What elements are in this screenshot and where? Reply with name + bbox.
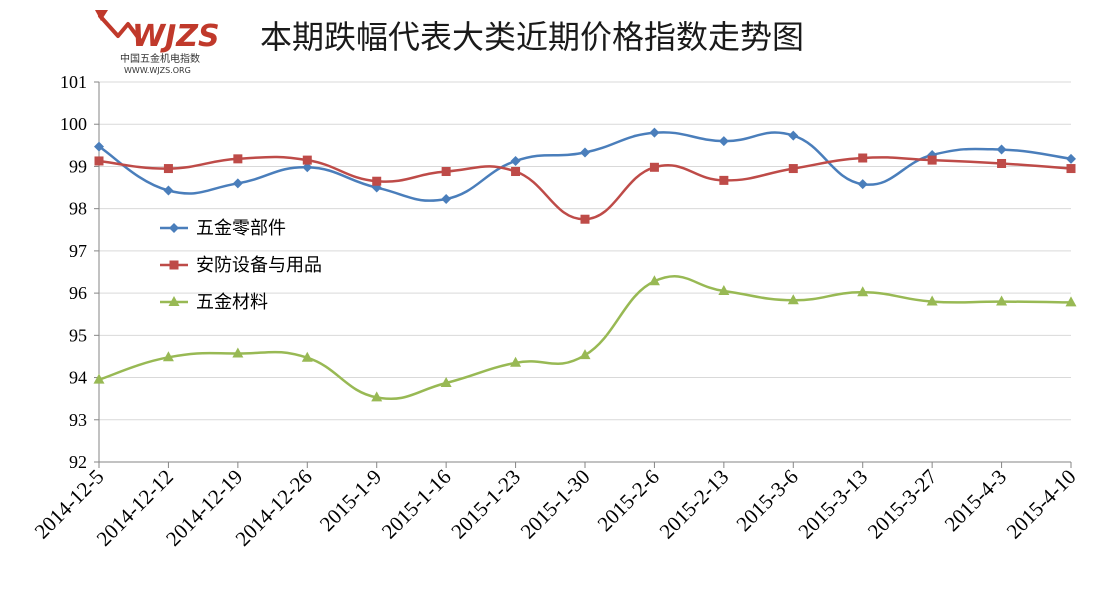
logo-brand: WJZS — [132, 19, 220, 54]
series — [93, 127, 1077, 402]
legend-label: 五金材料 — [196, 292, 268, 313]
data-point — [1066, 153, 1076, 164]
logo-arrow-icon — [95, 10, 142, 42]
data-point — [372, 176, 382, 186]
data-point — [510, 155, 521, 166]
data-point — [579, 349, 591, 360]
chart-title: 本期跌幅代表大类近期价格指数走势图 — [260, 18, 804, 56]
grid-lines — [99, 81, 1071, 421]
series-3 — [93, 275, 1077, 402]
data-point — [718, 285, 730, 295]
x-tick-labels: 2014-12-52014-12-122014-12-192014-12-262… — [30, 465, 1081, 551]
data-point — [301, 351, 313, 362]
legend-marker — [168, 296, 180, 306]
data-point — [441, 193, 452, 204]
data-point — [858, 153, 868, 163]
y-tick-label: 94 — [69, 368, 87, 388]
legend-item: 安防设备与用品 — [160, 255, 322, 276]
data-point — [1066, 164, 1076, 174]
data-point — [511, 167, 521, 177]
data-point — [232, 178, 243, 189]
y-tick-label: 99 — [69, 156, 87, 176]
data-point — [162, 351, 174, 362]
series-2 — [94, 153, 1076, 224]
data-point — [857, 286, 869, 297]
data-point — [441, 167, 451, 177]
data-point — [788, 164, 798, 174]
x-tick-label: 2015-3-13 — [793, 465, 872, 544]
y-tick-label: 96 — [69, 283, 87, 303]
x-tick-label: 2015-1-23 — [446, 465, 525, 544]
data-point — [926, 295, 938, 306]
data-point — [649, 127, 660, 138]
x-tick-label: 2015-4-3 — [940, 465, 1011, 536]
x-tick-label: 2014-12-26 — [231, 465, 317, 551]
x-tick-label: 2015-1-30 — [516, 465, 595, 544]
data-point — [510, 356, 522, 367]
data-point — [163, 164, 173, 174]
data-point — [371, 391, 383, 402]
series-1 — [94, 127, 1076, 204]
x-tick-label: 2015-3-27 — [863, 465, 942, 544]
x-tick-label: 2015-2-6 — [593, 465, 664, 536]
legend-label: 五金零部件 — [196, 218, 286, 239]
data-point — [649, 162, 659, 172]
legend-label: 安防设备与用品 — [196, 255, 322, 276]
logo-url: WWW.WJZS.ORG — [124, 66, 191, 75]
data-point — [163, 185, 174, 196]
data-point — [233, 154, 243, 164]
data-point — [302, 162, 313, 173]
y-tick-label: 98 — [69, 199, 87, 219]
legend-marker — [169, 223, 179, 233]
y-tick-label: 101 — [60, 72, 87, 92]
data-point — [1065, 296, 1077, 307]
legend-marker — [169, 260, 179, 270]
data-point — [94, 141, 104, 152]
y-tick-label: 92 — [69, 452, 87, 472]
x-tick-label: 2015-3-6 — [731, 465, 802, 536]
data-point — [788, 130, 799, 141]
data-point — [787, 294, 799, 305]
data-point — [996, 295, 1008, 306]
x-tick-label: 2015-1-16 — [377, 465, 456, 544]
data-point — [94, 156, 104, 166]
x-tick-label: 2015-1-9 — [315, 465, 386, 536]
data-point — [857, 179, 868, 190]
data-point — [440, 377, 452, 388]
y-tick-label: 95 — [69, 325, 87, 345]
y-tick-labels: 92 93 94 95 96 97 98 99 100 101 — [60, 72, 87, 472]
data-point — [648, 275, 660, 286]
data-point — [580, 214, 590, 224]
y-tick-label: 100 — [60, 114, 87, 134]
legend-item: 五金零部件 — [160, 218, 286, 239]
y-tick-label: 97 — [69, 241, 87, 261]
data-point — [718, 136, 729, 147]
data-point — [997, 158, 1007, 168]
data-point — [232, 347, 244, 358]
x-tick-label: 2015-4-10 — [1002, 465, 1081, 544]
logo: WJZS 中国五金机电指数 WWW.WJZS.ORG — [95, 10, 220, 75]
data-point — [719, 175, 729, 185]
logo-subtitle: 中国五金机电指数 — [120, 52, 200, 65]
data-point — [580, 147, 590, 158]
data-point — [927, 155, 937, 165]
data-point — [996, 144, 1007, 155]
data-point — [93, 373, 105, 384]
x-tick-label: 2015-2-13 — [655, 465, 734, 544]
legend-item: 五金材料 — [160, 292, 268, 313]
data-point — [302, 155, 312, 165]
y-tick-label: 93 — [69, 410, 87, 430]
